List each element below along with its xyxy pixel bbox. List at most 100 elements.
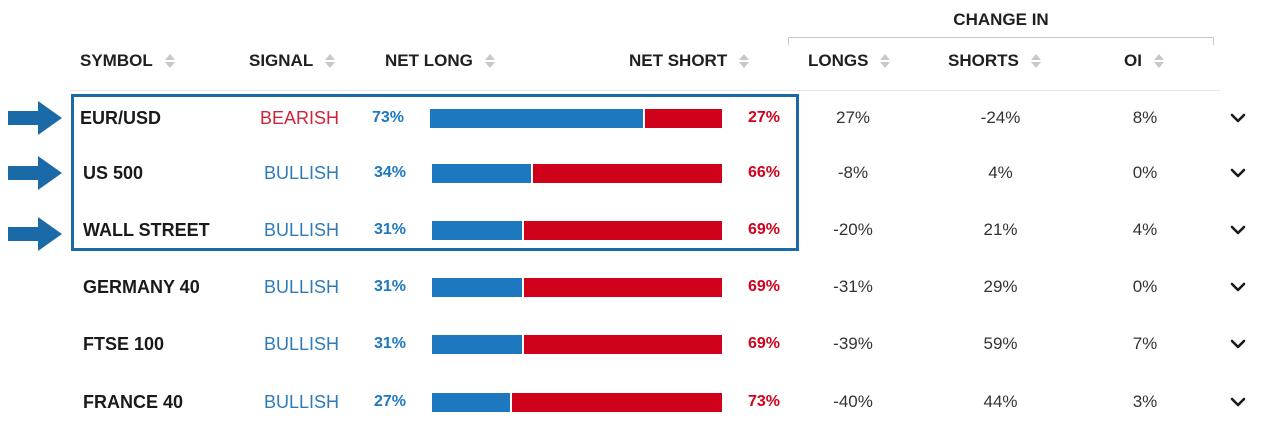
signal-label: BULLISH xyxy=(264,219,340,240)
right-arrow-icon xyxy=(6,98,64,138)
net-long-percent: 34% xyxy=(374,164,407,181)
change-in-group-bracket xyxy=(788,37,1214,45)
table-row[interactable]: EUR/USD BEARISH 73% 27% 27% -24% 8% xyxy=(0,98,1278,138)
change-oi-value: 8% xyxy=(1132,108,1158,127)
change-shorts-value: 29% xyxy=(983,277,1018,296)
change-longs-value: 27% xyxy=(835,108,871,127)
change-longs-value: -39% xyxy=(833,334,873,353)
right-arrow-icon xyxy=(6,214,64,254)
sentiment-bar xyxy=(432,221,722,240)
sort-icon[interactable] xyxy=(325,54,336,68)
change-oi-value: 4% xyxy=(1132,220,1158,239)
net-short-percent: 66% xyxy=(747,164,780,181)
sentiment-bar xyxy=(432,393,722,412)
net-short-bar-fill xyxy=(522,278,722,297)
table-row[interactable]: WALL STREET BULLISH 31% 69% -20% 21% 4% xyxy=(0,210,1278,250)
signal-label: BULLISH xyxy=(264,276,340,297)
net-long-bar-fill xyxy=(432,278,522,297)
table-row[interactable]: GERMANY 40 BULLISH 31% 69% -31% 29% 0% xyxy=(0,267,1278,307)
change-oi-value: 3% xyxy=(1132,392,1158,411)
change-longs-value: -31% xyxy=(833,277,873,296)
symbol-link[interactable]: US 500 xyxy=(83,162,144,183)
chevron-down-icon[interactable] xyxy=(1224,324,1252,364)
chevron-down-icon[interactable] xyxy=(1224,98,1252,138)
net-long-percent: 73% xyxy=(372,109,405,126)
sentiment-bar xyxy=(432,278,722,297)
sentiment-bar xyxy=(430,109,722,128)
change-shorts-value: 4% xyxy=(988,163,1013,182)
chevron-down-icon[interactable] xyxy=(1224,382,1252,422)
chevron-down-icon[interactable] xyxy=(1224,210,1252,250)
net-long-bar-fill xyxy=(432,164,531,183)
chevron-down-icon[interactable] xyxy=(1224,267,1252,307)
right-arrow-icon xyxy=(6,153,64,193)
signal-label: BEARISH xyxy=(260,107,340,128)
net-short-percent: 69% xyxy=(747,221,780,238)
table-row[interactable]: FTSE 100 BULLISH 31% 69% -39% 59% 7% xyxy=(0,324,1278,364)
net-long-percent: 31% xyxy=(374,335,407,352)
change-in-group-title: CHANGE IN xyxy=(953,10,1049,29)
symbol-link[interactable]: EUR/USD xyxy=(80,107,162,128)
change-longs-value: -40% xyxy=(833,392,873,411)
change-shorts-value: -24% xyxy=(980,108,1021,127)
column-header-symbol-label: SYMBOL xyxy=(80,51,153,70)
column-header-signal-label: SIGNAL xyxy=(249,51,314,70)
change-oi-value: 7% xyxy=(1132,334,1158,353)
net-short-bar-fill xyxy=(510,393,722,412)
sort-icon[interactable] xyxy=(1153,54,1164,68)
change-longs-value: -20% xyxy=(833,220,873,239)
chevron-down-icon[interactable] xyxy=(1224,153,1252,193)
net-long-bar-fill xyxy=(432,393,510,412)
sort-icon[interactable] xyxy=(1030,54,1041,68)
sentiment-bar xyxy=(432,335,722,354)
net-short-percent: 27% xyxy=(747,109,780,126)
symbol-link[interactable]: FRANCE 40 xyxy=(83,391,184,412)
change-longs-value: -8% xyxy=(837,163,869,182)
net-long-percent: 31% xyxy=(374,221,407,238)
symbol-link[interactable]: FTSE 100 xyxy=(83,333,165,354)
net-short-percent: 69% xyxy=(747,278,780,295)
column-header-signal[interactable]: SIGNAL xyxy=(249,50,336,72)
column-header-net-short-label: NET SHORT xyxy=(629,51,728,70)
column-header-oi[interactable]: OI xyxy=(1124,50,1164,72)
symbol-link[interactable]: WALL STREET xyxy=(83,219,210,240)
column-header-oi-label: OI xyxy=(1124,51,1142,70)
header-divider xyxy=(70,90,1220,91)
column-header-net-long[interactable]: NET LONG xyxy=(385,50,495,72)
column-header-net-short[interactable]: NET SHORT xyxy=(629,50,750,72)
net-short-percent: 69% xyxy=(747,335,780,352)
column-header-symbol[interactable]: SYMBOL xyxy=(80,50,175,72)
net-long-percent: 31% xyxy=(374,278,407,295)
change-shorts-value: 21% xyxy=(983,220,1018,239)
change-oi-value: 0% xyxy=(1132,277,1158,296)
net-long-bar-fill xyxy=(432,221,522,240)
column-header-shorts[interactable]: SHORTS xyxy=(948,50,1041,72)
column-header-shorts-label: SHORTS xyxy=(948,51,1019,70)
sort-icon[interactable] xyxy=(880,54,891,68)
symbol-link[interactable]: GERMANY 40 xyxy=(83,276,200,297)
table-row[interactable]: FRANCE 40 BULLISH 27% 73% -40% 44% 3% xyxy=(0,382,1278,422)
change-shorts-value: 44% xyxy=(983,392,1018,411)
sort-icon[interactable] xyxy=(164,54,175,68)
net-long-bar-fill xyxy=(432,335,522,354)
net-long-bar-fill xyxy=(430,109,643,128)
net-short-bar-fill xyxy=(531,164,722,183)
sort-icon[interactable] xyxy=(484,54,495,68)
highlight-box xyxy=(71,94,799,251)
signal-label: BULLISH xyxy=(264,391,340,412)
net-short-bar-fill xyxy=(522,335,722,354)
change-shorts-value: 59% xyxy=(983,334,1018,353)
change-oi-value: 0% xyxy=(1132,163,1158,182)
net-long-percent: 27% xyxy=(374,393,407,410)
net-short-bar-fill xyxy=(522,221,722,240)
column-header-longs-label: LONGS xyxy=(808,51,869,70)
sentiment-bar xyxy=(432,164,722,183)
table-row[interactable]: US 500 BULLISH 34% 66% -8% 4% 0% xyxy=(0,153,1278,193)
net-short-percent: 73% xyxy=(747,393,780,410)
column-header-longs[interactable]: LONGS xyxy=(808,50,891,72)
sort-icon[interactable] xyxy=(739,54,750,68)
column-header-net-long-label: NET LONG xyxy=(385,51,473,70)
net-short-bar-fill xyxy=(643,109,722,128)
signal-label: BULLISH xyxy=(264,162,340,183)
